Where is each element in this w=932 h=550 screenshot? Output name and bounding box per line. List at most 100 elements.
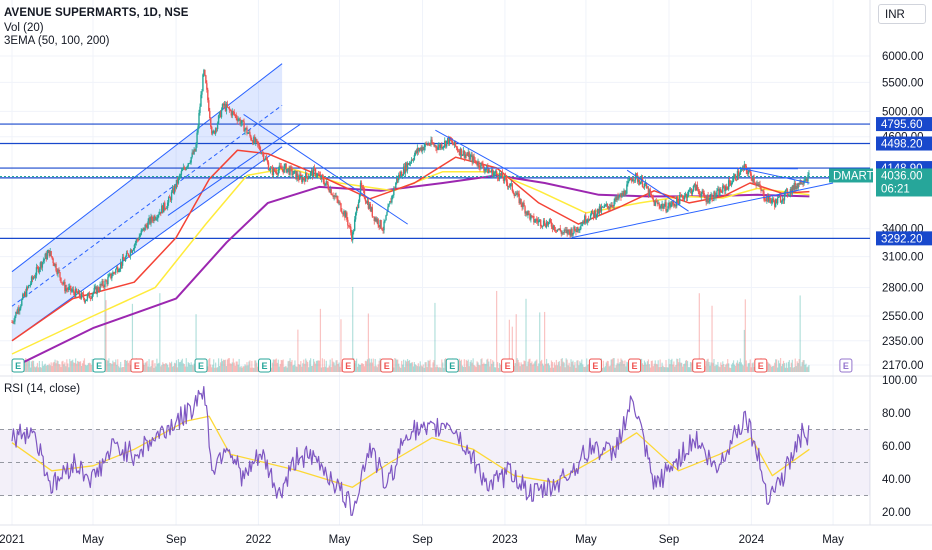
- candle-body: [71, 291, 72, 292]
- candle-body: [723, 185, 724, 186]
- rsi-tick-label: 80.00: [882, 408, 911, 420]
- candle-body: [750, 173, 751, 178]
- channel-fill: [12, 64, 282, 341]
- candle-body: [741, 169, 742, 170]
- candle-body: [290, 167, 291, 168]
- candle-body: [323, 178, 324, 183]
- candle-body: [207, 90, 208, 100]
- level-price-tag-label: 3292.20: [881, 233, 923, 245]
- candle-body: [580, 226, 581, 229]
- candle-body: [502, 172, 503, 178]
- candle-body: [94, 288, 95, 292]
- volume-bar: [544, 312, 545, 372]
- candle-body: [698, 189, 699, 190]
- candle-body: [187, 166, 188, 167]
- candle-body: [517, 193, 518, 194]
- rsi-legend[interactable]: RSI (14, close): [4, 383, 80, 395]
- trendline[interactable]: [435, 130, 521, 177]
- candle-body: [268, 162, 269, 170]
- candle-body: [76, 289, 77, 292]
- price-channel-drawing[interactable]: [12, 64, 282, 341]
- candle-body: [704, 193, 705, 197]
- price-tick-label: 2550.00: [882, 311, 924, 323]
- candle-body: [340, 203, 341, 211]
- candle-body: [251, 140, 252, 141]
- candle-body: [808, 173, 809, 174]
- candle-body: [611, 205, 612, 206]
- candle-body: [764, 199, 765, 200]
- candle-body: [258, 144, 259, 145]
- candle-body: [684, 196, 685, 199]
- candle-body: [158, 214, 159, 215]
- candle-body: [636, 173, 637, 175]
- time-tick-label: Sep: [166, 534, 186, 546]
- candle-body: [665, 202, 666, 211]
- earnings-marker-label: E: [198, 361, 204, 371]
- level-price-tag-label: 4795.60: [881, 119, 923, 131]
- candle-body: [643, 187, 644, 188]
- candle-body: [386, 212, 387, 215]
- chart-title[interactable]: AVENUE SUPERMARTS, 1D, NSE: [4, 6, 189, 20]
- candle-body: [199, 107, 200, 113]
- candle-body: [762, 190, 763, 191]
- candle-body: [682, 196, 683, 198]
- candle-body: [341, 211, 342, 213]
- candle-body: [745, 164, 746, 166]
- candle-body: [115, 269, 116, 273]
- volume-legend[interactable]: Vol (20): [4, 21, 44, 35]
- candle-body: [572, 233, 573, 236]
- candle-body: [715, 195, 716, 197]
- candle-body: [720, 189, 721, 192]
- candle-body: [474, 160, 475, 161]
- candle-body: [475, 161, 476, 164]
- candle-body: [733, 177, 734, 182]
- candle-body: [209, 111, 210, 118]
- candle-body: [181, 171, 182, 175]
- candle-body: [263, 153, 264, 160]
- candle-body: [677, 197, 678, 201]
- candle-body: [313, 168, 314, 177]
- candle-body: [765, 201, 766, 202]
- candle-body: [452, 141, 453, 144]
- candle-body: [201, 91, 202, 94]
- candle-body: [753, 178, 754, 183]
- candle-body: [359, 194, 360, 201]
- candle-body: [538, 220, 539, 222]
- candle-body: [171, 192, 172, 200]
- candle-body: [579, 229, 580, 230]
- candle-body: [660, 206, 661, 208]
- candle-body: [350, 227, 351, 233]
- candle-body: [627, 181, 628, 184]
- candle-body: [358, 202, 359, 208]
- candle-body: [125, 257, 126, 261]
- volume-bar: [496, 291, 497, 372]
- candle-body: [442, 147, 443, 148]
- candle-body: [264, 160, 265, 161]
- candle-body: [773, 199, 774, 202]
- candle-body: [628, 181, 629, 182]
- candle-body: [233, 111, 234, 112]
- candle-body: [26, 287, 27, 296]
- candle-body: [291, 168, 292, 175]
- candle-body: [393, 188, 394, 195]
- candle-body: [308, 177, 309, 179]
- candle-body: [364, 190, 365, 199]
- candle-body: [708, 201, 709, 202]
- candle-body: [237, 119, 238, 121]
- candle-body: [325, 183, 326, 185]
- candle-body: [30, 284, 31, 286]
- candle-body: [361, 183, 362, 187]
- candle-body: [607, 204, 608, 206]
- time-tick-label: May: [822, 534, 844, 546]
- ema-legend[interactable]: 3EMA (50, 100, 200): [4, 34, 109, 48]
- candle-body: [68, 287, 69, 290]
- candle-body: [574, 227, 575, 231]
- candle-body: [489, 170, 490, 171]
- candle-body: [58, 270, 59, 272]
- candle-body: [141, 231, 142, 235]
- candle-body: [722, 185, 723, 192]
- candle-body: [697, 185, 698, 189]
- candle-body: [353, 231, 354, 233]
- currency-selector[interactable]: INR: [878, 4, 926, 24]
